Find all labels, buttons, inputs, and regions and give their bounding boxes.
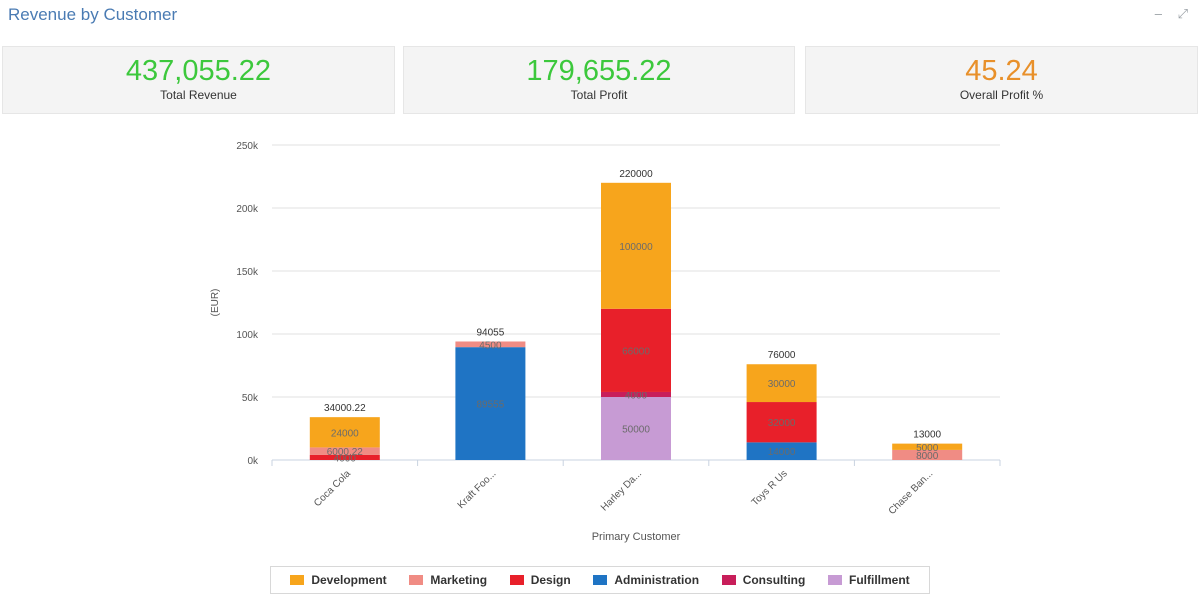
revenue-chart: 0k50k100k150k200k250k(EUR)40006000.22240… [210, 141, 1001, 543]
legend-label: Administration [614, 573, 700, 587]
kpi-value: 437,055.22 [125, 55, 272, 87]
legend-label: Fulfillment [849, 573, 910, 587]
y-tick-label: 100k [236, 330, 259, 341]
legend-item[interactable]: Administration [593, 573, 699, 587]
bar-segment [601, 182, 671, 309]
legend-label: Consulting [742, 573, 806, 587]
data-label: 32000 [768, 418, 796, 429]
legend-label: Marketing [430, 573, 488, 587]
total-label: 76000 [768, 350, 796, 361]
data-label: 100000 [619, 242, 653, 253]
y-tick-label: 200k [236, 204, 259, 215]
data-label: 50000 [622, 425, 650, 436]
y-tick-label: 0k [247, 456, 259, 467]
bar-segment [309, 454, 380, 460]
kpi-row: 437,055.22 Total Revenue 179,655.22 Tota… [0, 46, 1200, 114]
bar-segment [746, 442, 817, 460]
expand-icon[interactable]: ⤢ [1177, 6, 1188, 21]
data-label: 5000 [916, 443, 939, 454]
legend-swatch [828, 575, 842, 585]
bar-segment [455, 347, 526, 460]
kpi-label: Total Revenue [160, 88, 237, 102]
total-label: 220000 [619, 169, 653, 180]
legend-item[interactable]: Marketing [409, 573, 487, 587]
data-label: 66000 [622, 346, 650, 357]
data-label: 4500 [479, 340, 502, 351]
data-label: 4000 [625, 390, 648, 401]
data-label: 4000 [334, 453, 357, 464]
data-label: 30000 [768, 379, 796, 390]
minimize-icon[interactable]: – [1154, 6, 1162, 21]
chart-legend: Development Marketing Design Administration… [270, 566, 930, 594]
data-label: 24000 [331, 428, 359, 439]
legend-item[interactable]: Fulfillment [828, 573, 910, 587]
legend-item[interactable]: Consulting [721, 573, 806, 587]
bar-segment [601, 397, 671, 460]
x-tick-label: Kraft Foo... [456, 468, 499, 511]
y-tick-label: 50k [242, 393, 259, 404]
kpi-total-profit: 179,655.22 Total Profit [403, 46, 795, 114]
bar-segment [309, 447, 380, 455]
y-axis-label: (EUR) [210, 289, 221, 317]
legend-item[interactable]: Development [290, 573, 387, 587]
total-label: 13000 [913, 430, 941, 441]
x-axis-label: Primary Customer [592, 531, 681, 543]
bar-segment [309, 417, 380, 448]
bar-segment [892, 443, 963, 450]
total-label: 34000.22 [324, 403, 366, 414]
total-label: 94055 [476, 327, 504, 338]
kpi-label: Total Profit [570, 88, 628, 102]
data-label: 89555 [476, 400, 504, 411]
y-tick-label: 250k [236, 141, 259, 152]
x-tick-label: Coca Cola [312, 468, 353, 509]
kpi-value: 45.24 [965, 55, 1038, 87]
data-label: 6000.22 [327, 447, 364, 458]
legend-swatch [593, 575, 608, 585]
x-tick-label: Chase Ban... [887, 468, 936, 517]
legend-swatch [721, 575, 736, 585]
bar-segment [601, 391, 671, 397]
x-tick-label: Harley Da... [599, 468, 644, 513]
x-tick-label: Toys R Us [750, 468, 790, 508]
data-label: 14000 [768, 447, 796, 458]
data-label: 8000 [916, 451, 939, 462]
bar-segment [601, 308, 671, 392]
bar-segment [746, 364, 817, 403]
kpi-total-revenue: 437,055.22 Total Revenue [2, 46, 395, 114]
legend-label: Development [311, 573, 387, 587]
legend-swatch [509, 575, 524, 585]
window-controls: – ⤢ [1143, 6, 1188, 22]
kpi-overall-profit-pct: 45.24 Overall Profit % [805, 46, 1198, 114]
legend-label: Design [530, 573, 571, 587]
bar-segment [892, 449, 963, 460]
panel-title: Revenue by Customer [8, 5, 178, 24]
bar-segment [746, 402, 817, 443]
legend-swatch [290, 575, 305, 585]
kpi-label: Overall Profit % [959, 88, 1044, 102]
legend-swatch [409, 575, 424, 585]
legend-item[interactable]: Design [509, 573, 571, 587]
bar-segment [455, 341, 526, 348]
kpi-value: 179,655.22 [526, 55, 672, 87]
y-tick-label: 150k [236, 267, 259, 278]
